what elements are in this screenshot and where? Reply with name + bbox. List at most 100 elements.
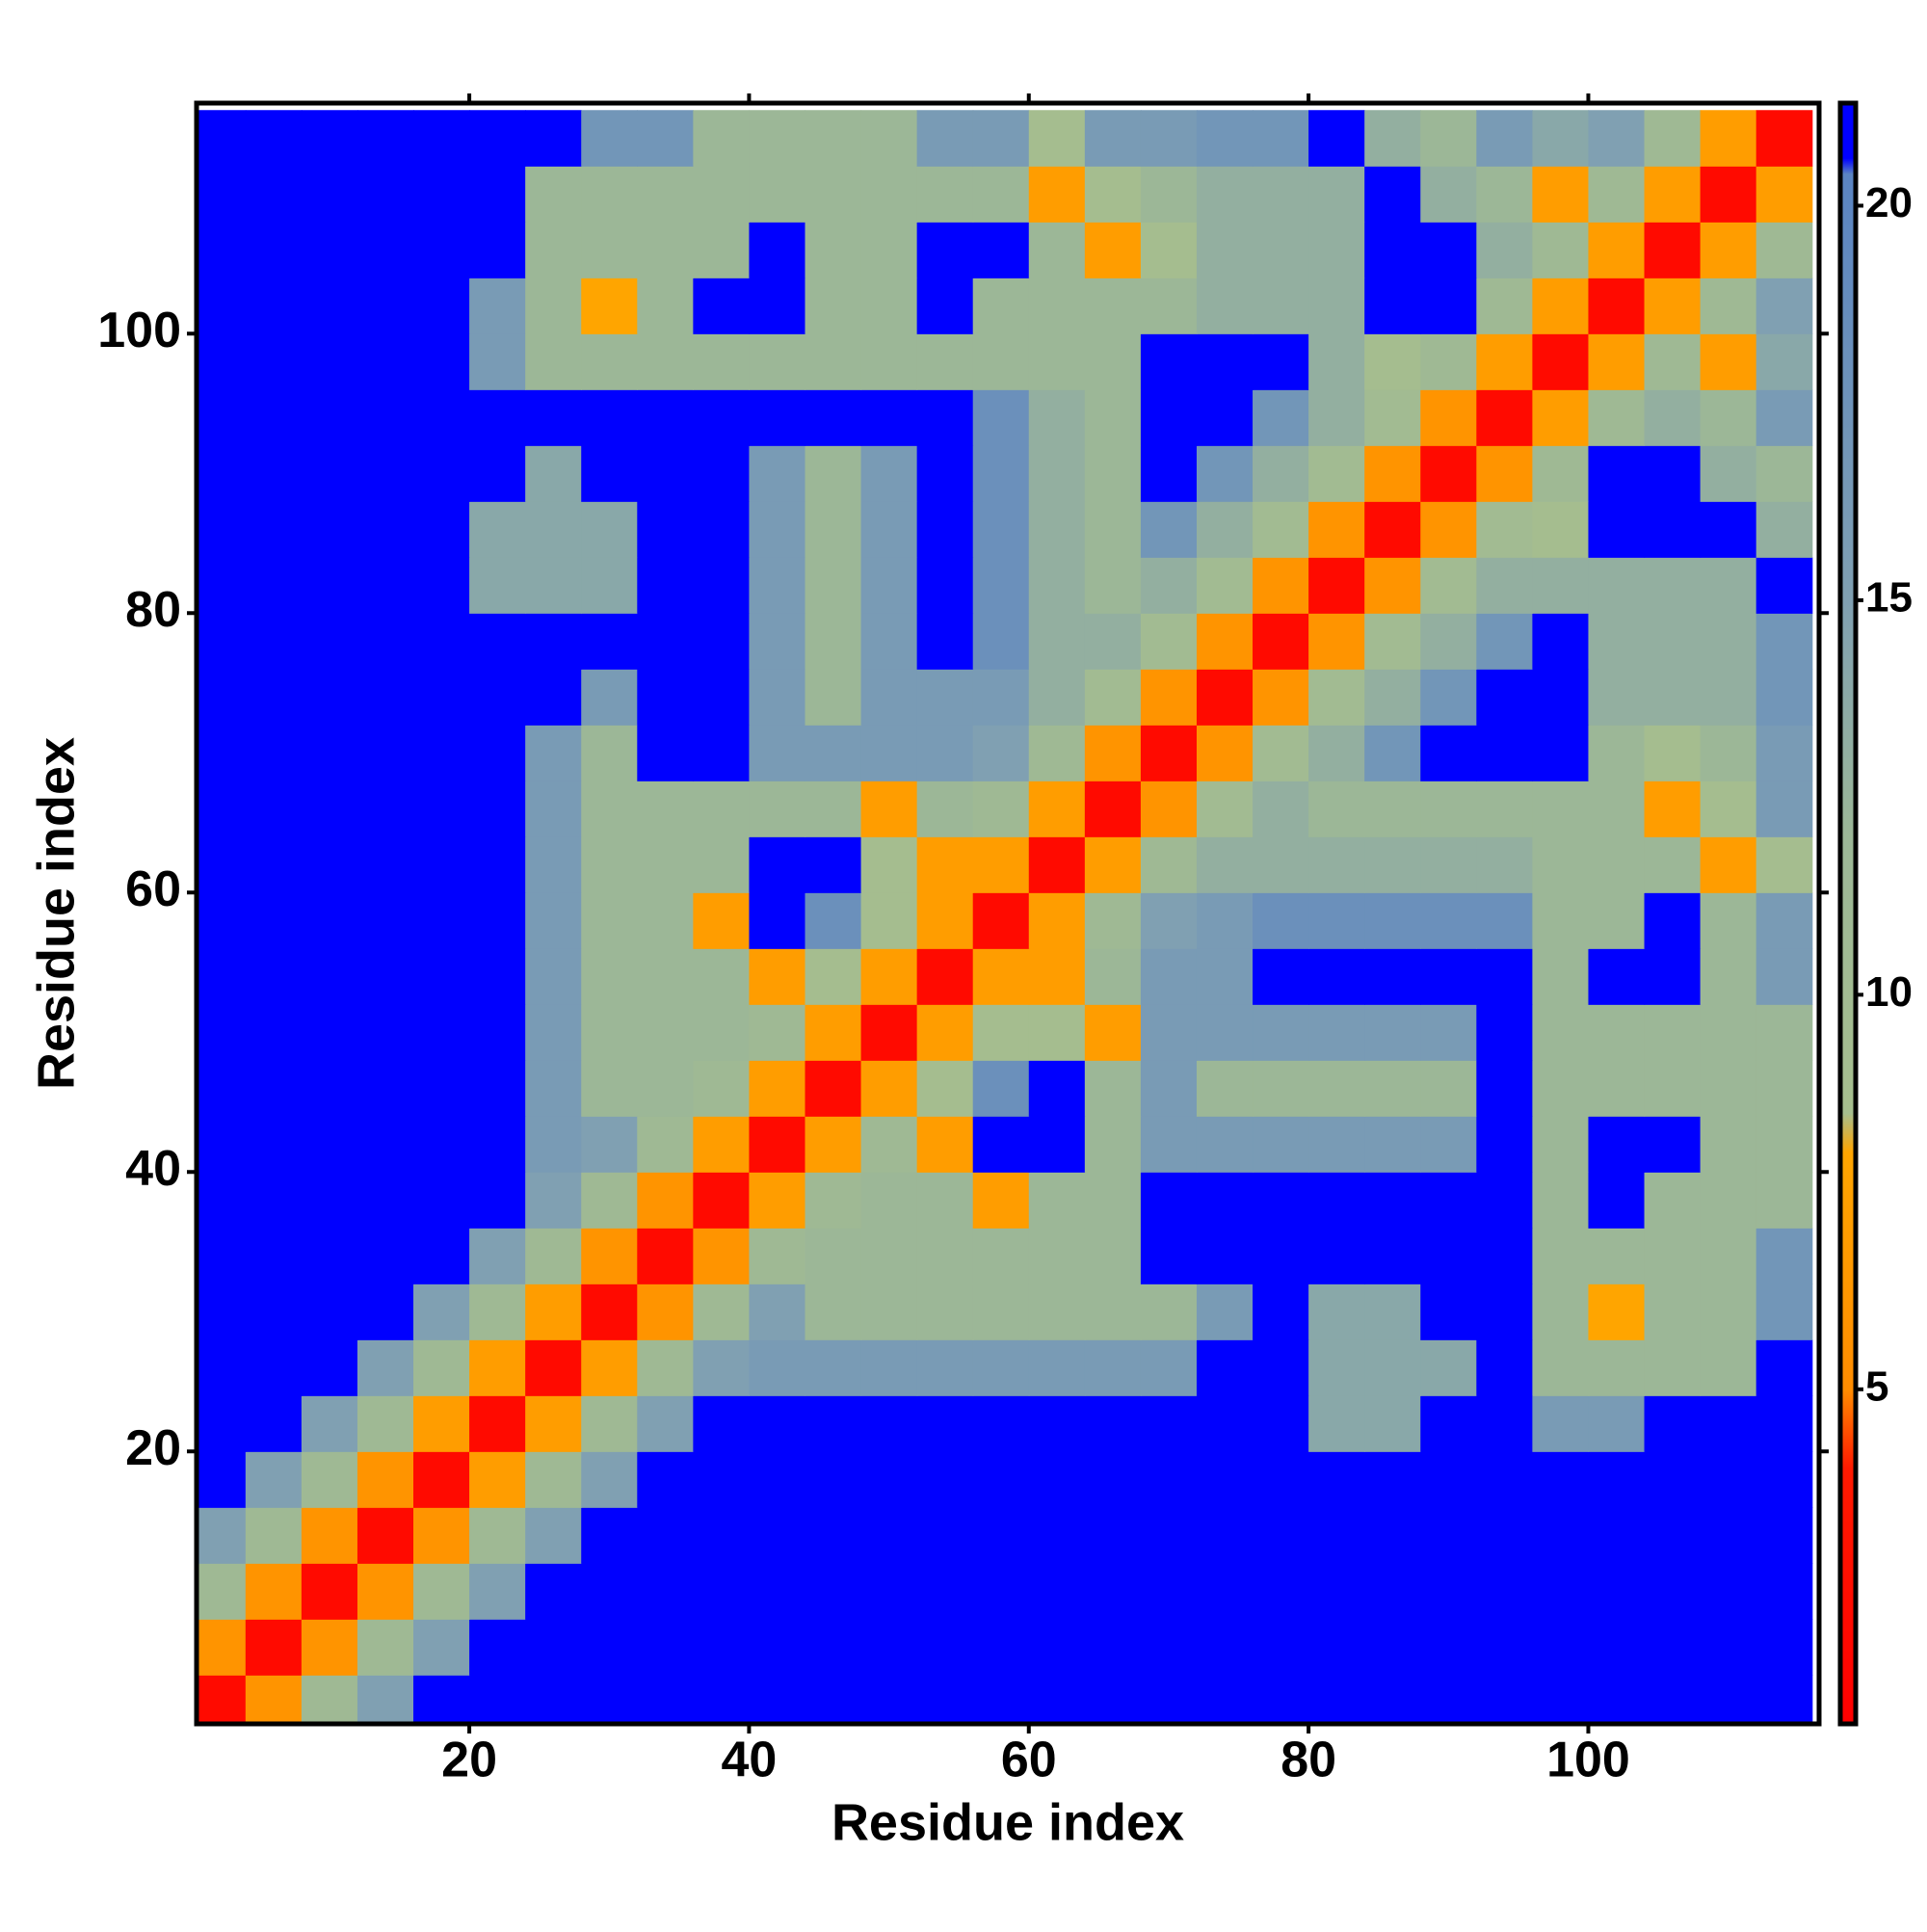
heatmap-cell (693, 892, 751, 949)
heatmap-cell (860, 1228, 918, 1284)
heatmap-cell (1700, 1563, 1757, 1620)
heatmap-cell (301, 1563, 358, 1620)
heatmap-cell (301, 1004, 358, 1061)
heatmap-cell (805, 333, 862, 390)
heatmap-cell (637, 166, 694, 223)
heatmap-cell (1532, 1675, 1590, 1724)
heatmap-cell (1420, 1563, 1477, 1620)
heatmap-cell (245, 278, 303, 334)
heatmap-cell (1700, 1675, 1757, 1724)
heatmap-cell (1196, 1675, 1254, 1724)
heatmap-cell (749, 445, 806, 502)
heatmap-cell (525, 1116, 582, 1173)
heatmap-cell (1196, 1507, 1254, 1564)
heatmap-cell (1588, 1507, 1646, 1564)
heatmap-cell (413, 725, 470, 781)
heatmap-cell (805, 613, 862, 670)
heatmap-cell (1140, 1228, 1198, 1284)
heatmap-cell (1476, 948, 1533, 1005)
heatmap-cell (916, 669, 974, 726)
heatmap-cell (1588, 1228, 1646, 1284)
heatmap-cell (805, 222, 862, 278)
heatmap-cell (1140, 1395, 1198, 1452)
heatmap-cell (1644, 1116, 1702, 1173)
heatmap-cell (1755, 110, 1813, 167)
heatmap-cell (197, 166, 247, 223)
heatmap-cell (1308, 669, 1365, 726)
heatmap-cell (1700, 836, 1757, 893)
heatmap-cell (1588, 1451, 1646, 1508)
heatmap-cell (860, 1619, 918, 1676)
heatmap-cell (245, 1116, 303, 1173)
heatmap-cell (1084, 1228, 1142, 1284)
heatmap-cell (413, 836, 470, 893)
heatmap-cell (1196, 1004, 1254, 1061)
heatmap-cell (525, 1284, 582, 1340)
heatmap-cell (356, 222, 414, 278)
heatmap-cell (581, 166, 638, 223)
heatmap-cell (1755, 557, 1813, 614)
heatmap-cell (356, 166, 414, 223)
heatmap-cell (197, 1284, 247, 1340)
heatmap-cell (1588, 557, 1646, 614)
heatmap-cell (1532, 1339, 1590, 1396)
heatmap-cell (1700, 1116, 1757, 1173)
heatmap-cell (1700, 1004, 1757, 1061)
heatmap-cell (1084, 278, 1142, 334)
heatmap-cell (1364, 445, 1421, 502)
heatmap-cell (1700, 222, 1757, 278)
heatmap-cell (197, 1395, 247, 1452)
heatmap-cell (1253, 892, 1309, 949)
heatmap-cell (1140, 1004, 1198, 1061)
heatmap-cell (1364, 1060, 1421, 1117)
heatmap-cell (805, 110, 862, 167)
heatmap-cell (693, 222, 751, 278)
heatmap-cell (916, 1395, 974, 1452)
heatmap-cell (749, 948, 806, 1005)
heatmap-cell (1588, 278, 1646, 334)
heatmap-cell (916, 781, 974, 837)
heatmap-cell (637, 1507, 694, 1564)
colorbar-tick-label: 5 (1865, 1363, 1888, 1410)
heatmap-cell (693, 1172, 751, 1229)
heatmap-cell (1532, 557, 1590, 614)
heatmap-cell (749, 781, 806, 837)
heatmap-cell (1420, 781, 1477, 837)
heatmap-cell (1196, 948, 1254, 1005)
heatmap-cell (860, 278, 918, 334)
heatmap-cell (525, 1228, 582, 1284)
heatmap-cell (525, 781, 582, 837)
heatmap-cell (1196, 1339, 1254, 1396)
heatmap-cell (972, 333, 1030, 390)
heatmap-cell (637, 948, 694, 1005)
heatmap-cell (1084, 1060, 1142, 1117)
heatmap-cell (1140, 1284, 1198, 1340)
heatmap-cell (805, 1172, 862, 1229)
heatmap-cell (525, 1339, 582, 1396)
heatmap-cell (805, 1675, 862, 1724)
heatmap-cell (972, 1675, 1030, 1724)
heatmap-cell (356, 445, 414, 502)
heatmap-cell (581, 110, 638, 167)
heatmap-cell (1028, 1675, 1086, 1724)
heatmap-cell (972, 1507, 1030, 1564)
heatmap-cell (525, 1395, 582, 1452)
heatmap-cell (1364, 1172, 1421, 1229)
heatmap-cell (805, 1507, 862, 1564)
heatmap-cell (469, 222, 526, 278)
heatmap-cell (916, 1116, 974, 1173)
heatmap-cell (1364, 1228, 1421, 1284)
heatmap-cell (1140, 1507, 1198, 1564)
heatmap-cell (1028, 1228, 1086, 1284)
heatmap-cell (1028, 1284, 1086, 1340)
heatmap-cell (972, 1116, 1030, 1173)
heatmap-cell (469, 1284, 526, 1340)
heatmap-cell (860, 445, 918, 502)
heatmap-cell (693, 1004, 751, 1061)
heatmap-cell (1532, 1507, 1590, 1564)
heatmap-cell (1420, 1004, 1477, 1061)
heatmap-cell (1644, 892, 1702, 949)
heatmap-cell (1084, 445, 1142, 502)
heatmap-cell (916, 166, 974, 223)
